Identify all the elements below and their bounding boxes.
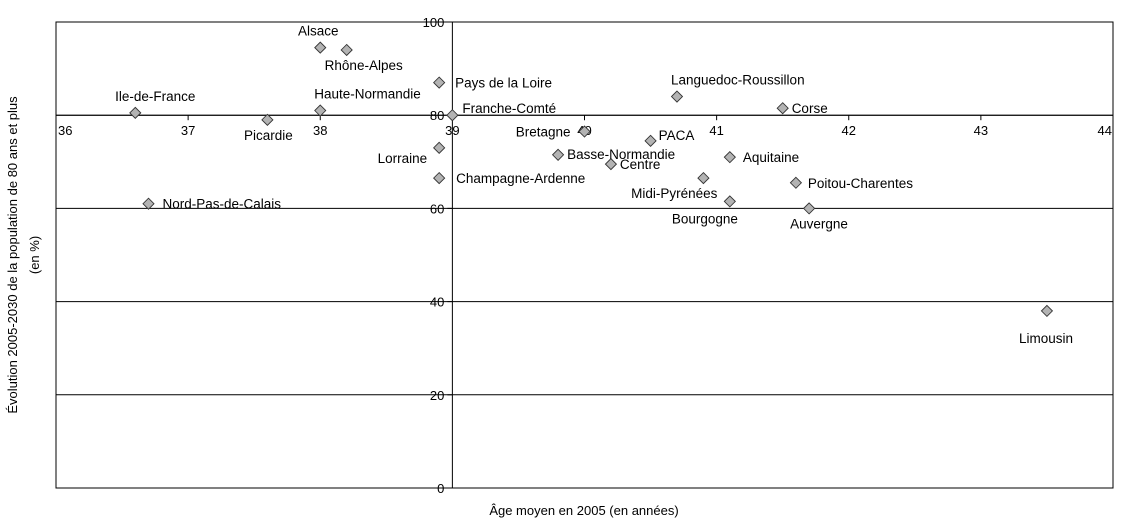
data-point-label: Lorraine: [378, 151, 428, 166]
tick-labels: 020406080100363738394041424344: [58, 15, 1112, 496]
x-tick-label: 44: [1098, 123, 1112, 138]
y-axis-title-line-1: Évolution 2005-2030 de la population de …: [5, 96, 20, 414]
data-point-label: Champagne-Ardenne: [456, 171, 585, 186]
data-point: [261, 113, 274, 126]
x-tick-label: 36: [58, 123, 72, 138]
data-point: [314, 104, 327, 117]
data-point: [433, 171, 446, 185]
data-point: [789, 176, 803, 189]
data-point: [697, 171, 710, 185]
data-point-label: Languedoc-Roussillon: [671, 73, 805, 88]
y-axis-title: Évolution 2005-2030 de la population de …: [5, 96, 42, 414]
data-point-label: Poitou-Charentes: [808, 176, 913, 191]
data-point: [604, 157, 618, 171]
data-point-label: Pays de la Loire: [455, 76, 552, 91]
data-point: [723, 195, 736, 208]
y-tick-label: 40: [430, 295, 444, 310]
data-point: [723, 151, 736, 164]
data-point-label: Nord-Pas-de-Calais: [162, 197, 281, 212]
x-tick-label: 37: [181, 123, 195, 138]
data-point-label: Bretagne: [516, 125, 571, 140]
data-point: [446, 109, 459, 122]
data-point: [551, 148, 565, 161]
data-point: [802, 202, 816, 215]
data-point-label: Aquitaine: [743, 150, 799, 165]
data-point: [129, 106, 142, 120]
data-point-label: Haute-Normandie: [314, 87, 421, 102]
data-point: [1040, 304, 1054, 318]
y-tick-label: 60: [430, 201, 444, 216]
data-point-label: Rhône-Alpes: [325, 58, 403, 73]
data-point: [433, 76, 446, 89]
data-point-label: Picardie: [244, 128, 293, 143]
x-axis-title: Âge moyen en 2005 (en années): [489, 503, 678, 518]
data-point: [644, 134, 657, 147]
data-point-label: Alsace: [298, 24, 339, 39]
y-tick-label: 80: [430, 108, 444, 123]
data-point: [578, 125, 591, 138]
data-point: [670, 90, 684, 103]
data-point-label: Midi-Pyrénées: [631, 186, 718, 201]
x-tick-label: 38: [313, 123, 327, 138]
data-points: [129, 41, 1054, 318]
data-point: [142, 197, 155, 210]
y-tick-label: 0: [437, 481, 444, 496]
axes: [55, 21, 1114, 489]
point-labels: Alsace Rhône-Alpes Pays de la Loire Ile-de-…: [115, 24, 1073, 346]
data-point-label: PACA: [659, 128, 695, 143]
plot-area: [55, 21, 1114, 489]
data-point-label: Auvergne: [790, 216, 848, 231]
data-point-label: Centre: [620, 157, 661, 172]
x-tick-label: 43: [974, 123, 988, 138]
data-point: [314, 41, 327, 54]
data-point-label: Corse: [792, 101, 828, 116]
data-point-label: Limousin: [1019, 331, 1073, 346]
y-tick-label: 20: [430, 388, 444, 403]
data-point-label: Franche-Comté: [462, 101, 556, 116]
x-tick-label: 39: [445, 123, 459, 138]
x-tick-label: 42: [842, 123, 856, 138]
data-point: [340, 43, 353, 57]
data-point: [776, 102, 789, 115]
data-point: [433, 141, 446, 154]
data-point-label: Basse-Normandie: [567, 147, 675, 162]
y-axis-title-line-2: (en %): [27, 236, 42, 274]
y-tick-label: 100: [423, 15, 445, 30]
data-point-label: Bourgogne: [672, 211, 738, 226]
x-tick-label: 41: [709, 123, 723, 138]
data-point-label: Ile-de-France: [115, 89, 195, 104]
